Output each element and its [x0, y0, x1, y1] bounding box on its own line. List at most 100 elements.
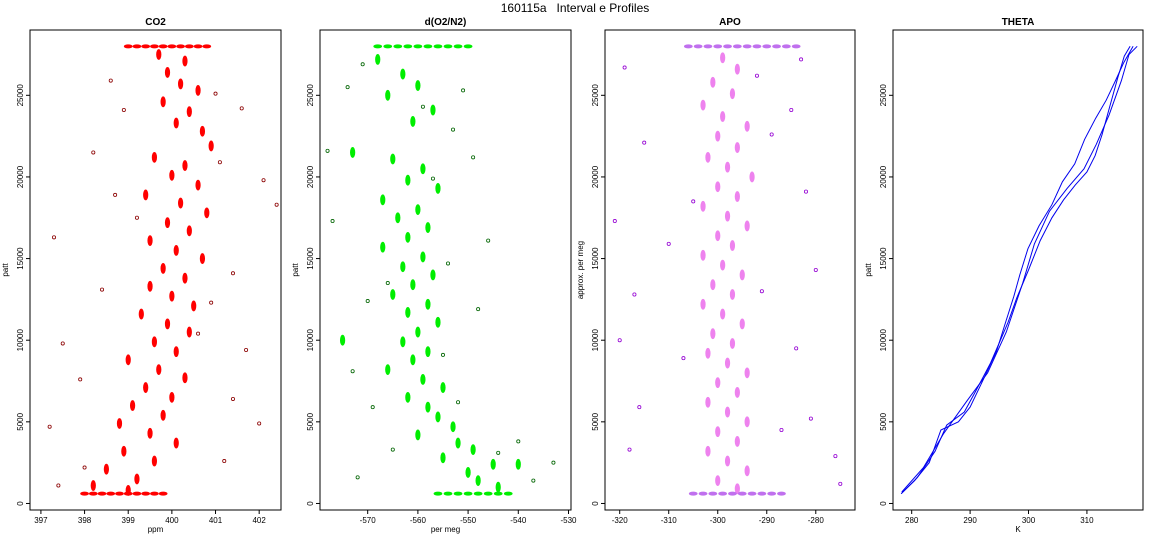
data-point — [632, 292, 637, 297]
data-point — [710, 279, 716, 291]
data-point — [729, 240, 736, 251]
y-tick-label: 15000 — [306, 247, 315, 270]
y-tick-label: 25000 — [591, 84, 600, 107]
data-point — [217, 160, 222, 165]
data-point — [734, 63, 740, 75]
data-point — [97, 491, 107, 496]
data-point — [222, 459, 227, 464]
data-point — [173, 437, 179, 449]
data-point — [100, 287, 105, 292]
data-point — [803, 189, 808, 194]
data-point — [420, 163, 426, 175]
data-point — [164, 217, 171, 229]
data-point — [744, 367, 750, 379]
data-point — [164, 318, 171, 330]
data-point — [705, 347, 711, 359]
data-point — [715, 475, 721, 487]
data-point — [141, 491, 151, 496]
data-point — [425, 298, 431, 310]
y-tick-label: 15000 — [16, 247, 25, 270]
data-point — [435, 316, 441, 328]
data-point — [724, 455, 731, 467]
data-point — [443, 44, 453, 49]
data-layer — [47, 44, 279, 496]
data-point — [496, 450, 501, 455]
data-point — [791, 44, 801, 49]
data-point — [420, 373, 426, 385]
data-point — [759, 289, 764, 294]
y-tick-label: 25000 — [879, 84, 888, 107]
data-point — [82, 465, 87, 470]
data-point — [160, 96, 166, 108]
panel-title: APO — [719, 17, 741, 28]
data-point — [134, 215, 139, 220]
data-point — [415, 429, 421, 441]
data-point — [440, 352, 445, 357]
data-point — [147, 427, 153, 439]
data-point — [433, 491, 443, 496]
data-point — [503, 491, 513, 496]
data-point — [470, 444, 476, 455]
x-tick-label: -560 — [410, 516, 427, 525]
data-point — [230, 271, 235, 276]
panel-3: APO -320 -310 -300 -290 -280 0 5000 10000 15000 20… — [576, 17, 856, 525]
data-point — [720, 52, 726, 64]
data-point — [415, 204, 421, 215]
data-point — [150, 44, 159, 49]
data-point — [151, 336, 158, 348]
data-point — [164, 67, 171, 78]
data-point — [132, 44, 142, 49]
data-point — [60, 341, 65, 346]
plot-frame — [604, 29, 856, 511]
y-tick-label: 25000 — [306, 84, 315, 107]
data-point — [710, 328, 716, 340]
y-axis-label: patt — [864, 263, 873, 277]
data-point — [715, 130, 721, 142]
data-point — [742, 44, 752, 49]
y-tick-label: 0 — [879, 501, 888, 506]
data-point — [405, 174, 411, 186]
data-point — [204, 207, 210, 219]
data-point — [169, 290, 175, 302]
data-point — [475, 475, 481, 487]
data-point — [239, 106, 244, 111]
data-point — [184, 44, 194, 49]
data-point — [752, 44, 762, 49]
data-point — [781, 44, 791, 49]
data-point — [734, 142, 740, 153]
data-point — [473, 491, 483, 496]
data-point — [637, 405, 642, 410]
data-point — [375, 53, 381, 65]
data-point — [116, 418, 123, 429]
data-point — [186, 326, 192, 338]
data-point — [703, 44, 713, 49]
data-point — [173, 245, 179, 256]
data-point — [151, 455, 158, 467]
data-point — [622, 65, 627, 70]
data-point — [715, 377, 721, 389]
data-point — [715, 181, 721, 193]
data-point — [455, 437, 461, 449]
data-point — [693, 44, 703, 49]
data-point — [739, 318, 745, 330]
data-point — [789, 108, 794, 113]
data-point — [380, 241, 386, 253]
data-point — [423, 44, 433, 49]
data-point — [420, 104, 425, 109]
data-point — [744, 220, 750, 232]
data-point — [435, 411, 441, 423]
data-point — [169, 169, 175, 181]
theta-profile-line — [900, 46, 1131, 495]
y-tick-label: 20000 — [591, 165, 600, 188]
data-point — [350, 147, 356, 158]
data-point — [173, 117, 179, 129]
x-tick-label: -530 — [560, 516, 577, 525]
data-point — [195, 85, 201, 96]
data-point — [666, 241, 671, 246]
data-point — [734, 191, 740, 202]
data-point — [405, 231, 411, 243]
data-point — [390, 289, 396, 300]
x-axis-label: K — [1015, 525, 1021, 534]
data-point — [425, 346, 431, 358]
